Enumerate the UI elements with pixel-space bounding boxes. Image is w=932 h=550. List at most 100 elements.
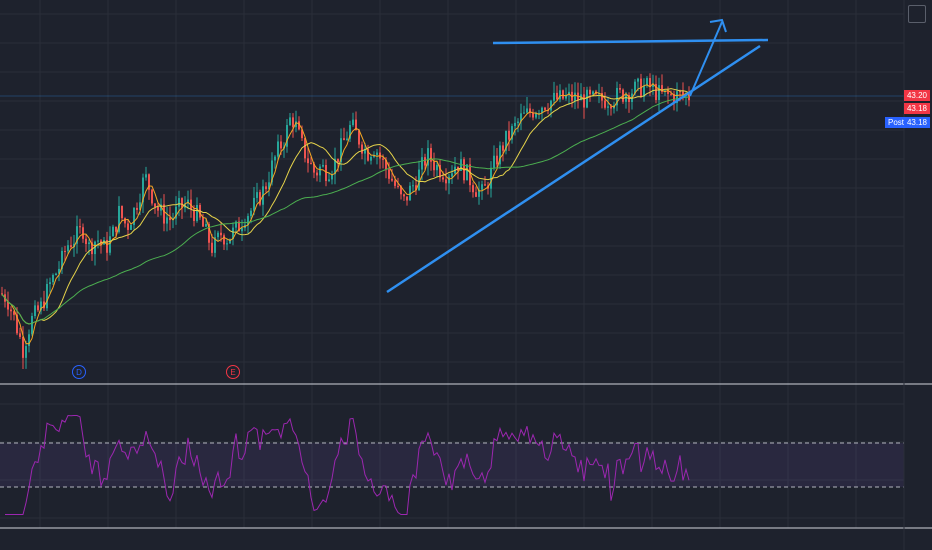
candle-body [367, 148, 369, 161]
candle-body [259, 192, 261, 205]
candle-body [31, 316, 33, 335]
candle-body [646, 78, 648, 86]
candle-body [673, 94, 675, 103]
candle-body [328, 179, 330, 182]
candle-body [499, 145, 501, 165]
candle-body [229, 238, 231, 244]
candle-body [490, 167, 492, 189]
ascending-trendline [386, 44, 761, 294]
candle-body [166, 217, 168, 224]
candle-body [574, 92, 576, 101]
candle-body [127, 223, 129, 230]
candle-body [592, 91, 594, 95]
chart-settings-button[interactable] [908, 5, 926, 23]
ma-fast [1, 82, 690, 345]
candle-body [550, 100, 552, 111]
price-tag-bid: 43.20 [903, 90, 930, 101]
candle-body [43, 301, 45, 309]
candle-body [112, 226, 114, 237]
candle-body [397, 185, 399, 187]
candle-body [169, 217, 171, 221]
candle-body [340, 138, 342, 163]
candle-body [667, 90, 669, 94]
candle-body [394, 180, 396, 186]
candle-body [655, 83, 657, 101]
candle-body [142, 177, 144, 203]
candle-body [343, 138, 345, 141]
candle-body [79, 226, 81, 228]
candle-body [676, 91, 678, 103]
candle-body [526, 108, 528, 113]
candle-body [610, 106, 612, 109]
event-marker-e [226, 365, 240, 379]
candle-body [268, 182, 270, 190]
candle-body [643, 85, 645, 97]
candle-body [496, 155, 498, 165]
candle-body [370, 156, 372, 161]
candle-body [481, 184, 483, 190]
candle-body [298, 121, 300, 130]
candle-body [187, 199, 189, 204]
candle-body [193, 209, 195, 221]
candle-body [607, 106, 609, 108]
price-candles [1, 73, 690, 370]
candle-body [304, 138, 306, 159]
candle-body [28, 334, 30, 347]
candle-body [475, 192, 477, 197]
candle-body [310, 163, 312, 165]
candle-body [331, 174, 333, 180]
candle-body [661, 85, 663, 92]
price-tag-last: 43.18 [903, 103, 930, 114]
candle-body [319, 166, 321, 176]
moving-averages [1, 82, 690, 345]
candle-body [214, 237, 216, 253]
candle-body [292, 117, 294, 128]
candle-body [61, 250, 63, 269]
candle-body [91, 242, 93, 255]
candle-body [109, 236, 111, 253]
candle-body [202, 217, 204, 227]
candle-body [64, 250, 66, 252]
candle-body [682, 91, 684, 96]
candle-body [97, 240, 99, 242]
candle-body [226, 243, 228, 245]
candle-body [478, 189, 480, 197]
candle-body [88, 242, 90, 245]
candle-body [34, 305, 36, 317]
candle-body [403, 194, 405, 197]
candle-body [361, 144, 363, 154]
candle-body [385, 159, 387, 170]
candle-body [49, 282, 51, 285]
candle-body [649, 78, 651, 87]
candle-body [517, 121, 519, 123]
candle-body [346, 138, 348, 141]
post-market-label: Post [885, 117, 908, 128]
candle-body [136, 207, 138, 210]
candle-body [619, 88, 621, 90]
candle-body [442, 177, 444, 180]
candle-body [433, 161, 435, 171]
candle-body [22, 336, 24, 358]
candle-body [46, 284, 48, 309]
candle-body [16, 314, 18, 334]
candle-body [277, 141, 279, 157]
candle-body [154, 203, 156, 207]
candle-body [358, 130, 360, 145]
candle-body [508, 130, 510, 140]
candle-body [412, 185, 414, 187]
candle-body [625, 94, 627, 102]
candle-body [271, 160, 273, 183]
candle-body [55, 273, 57, 275]
candle-body [559, 90, 561, 100]
candle-body [163, 204, 165, 224]
candle-body [502, 145, 504, 151]
candle-body [616, 88, 618, 106]
candle-body [247, 216, 249, 225]
candle-body [469, 164, 471, 186]
candle-body [583, 94, 585, 108]
candle-body [352, 119, 354, 126]
triangle-trendlines [386, 18, 769, 294]
candle-body [301, 129, 303, 139]
